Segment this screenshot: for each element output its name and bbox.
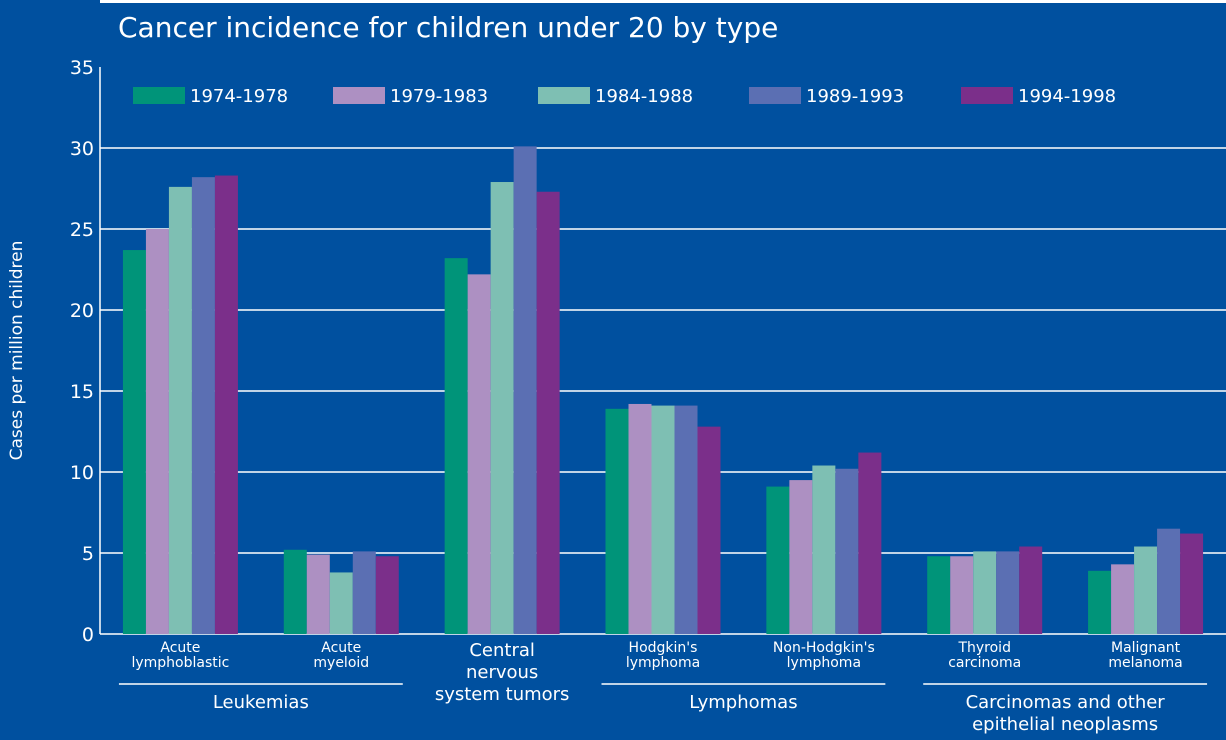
y-tick-label: 30: [70, 138, 94, 160]
y-tick-label: 25: [70, 219, 94, 241]
bar: [789, 480, 813, 634]
category-label: Acute lymphoblastic: [131, 640, 229, 671]
bar: [306, 554, 330, 634]
bar: [122, 250, 146, 634]
bar: [168, 186, 192, 634]
bar: [651, 405, 675, 634]
bar: [375, 556, 399, 634]
legend-swatch: [133, 87, 185, 104]
category-label: Thyroid carcinoma: [948, 640, 1021, 671]
legend-label: 1994-1998: [1018, 86, 1116, 107]
category-label: Hodgkin's lymphoma: [626, 640, 700, 671]
bar: [1111, 564, 1135, 634]
bar: [467, 274, 491, 634]
category-label: Acute myeloid: [313, 640, 369, 671]
bar: [214, 175, 238, 635]
bar: [766, 486, 790, 634]
bar: [1019, 546, 1043, 634]
bar: [996, 551, 1020, 634]
title-band: Cancer incidence for children under 20 b…: [100, 0, 1226, 56]
bar: [812, 465, 836, 634]
bar: [1088, 570, 1112, 634]
y-tick-label: 0: [82, 624, 94, 646]
y-tick-label: 10: [70, 462, 94, 484]
category-label: Central nervous system tumors: [435, 640, 570, 705]
chart-title: Cancer incidence for children under 20 b…: [118, 11, 779, 44]
group-label: Leukemias: [213, 692, 309, 713]
y-tick-label: 35: [70, 57, 94, 79]
bar: [628, 403, 652, 634]
bar: [145, 229, 169, 634]
y-tick-label: 20: [70, 300, 94, 322]
category-label: Malignant melanoma: [1108, 640, 1182, 671]
category-label: Non-Hodgkin's lymphoma: [773, 640, 875, 671]
bar: [835, 468, 859, 634]
legend-swatch: [538, 87, 590, 104]
bar: [283, 549, 307, 634]
y-axis-label: Cases per million children: [7, 241, 27, 461]
bar: [1157, 528, 1181, 634]
bar: [927, 556, 951, 634]
legend-label: 1989-1993: [806, 86, 904, 107]
bar: [973, 551, 997, 634]
y-tick-label: 15: [70, 381, 94, 403]
legend-label: 1984-1988: [595, 86, 693, 107]
bar: [950, 556, 974, 634]
bar: [697, 426, 721, 634]
bar: [191, 177, 215, 634]
legend-swatch: [749, 87, 801, 104]
legend-swatch: [333, 87, 385, 104]
bar: [1180, 533, 1204, 634]
bar: [858, 452, 882, 634]
group-label: Carcinomas and other epithelial neoplasms: [966, 692, 1166, 735]
group-label: Lymphomas: [689, 692, 797, 713]
y-tick-label: 5: [82, 543, 94, 565]
legend-swatch: [961, 87, 1013, 104]
bar: [513, 146, 537, 634]
bar: [490, 182, 514, 634]
bar: [329, 572, 353, 634]
bar: [605, 408, 629, 634]
bar: [352, 551, 376, 634]
legend-label: 1979-1983: [390, 86, 488, 107]
bar: [1134, 546, 1158, 634]
bar: [536, 191, 560, 635]
legend-label: 1974-1978: [190, 86, 288, 107]
bar: [444, 258, 468, 634]
bar: [674, 405, 698, 634]
